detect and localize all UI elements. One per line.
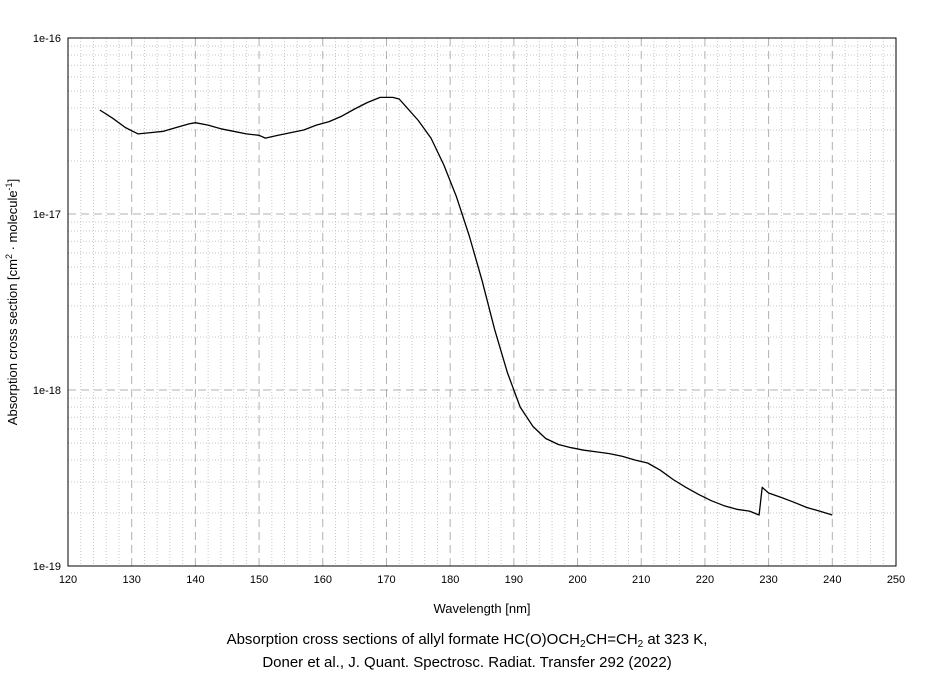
y-axis-title-middle: · molecule	[5, 190, 20, 254]
x-tick-label: 140	[186, 574, 204, 586]
x-tick-label: 150	[250, 574, 268, 586]
x-tick-label: 210	[632, 574, 650, 586]
y-tick-label: 1e-17	[33, 209, 61, 221]
series-line	[99, 96, 833, 516]
y-axis-ticks: 1e-19 1e-18 1e-17 1e-16	[33, 33, 61, 573]
x-tick-label: 190	[505, 574, 523, 586]
caption-line-2: Doner et al., J. Quant. Spectrosc. Radia…	[262, 654, 672, 671]
x-tick-label: 200	[568, 574, 586, 586]
x-tick-label: 160	[314, 574, 332, 586]
y-axis-title-sup2: -1	[4, 182, 14, 190]
x-axis-title: Wavelength [nm]	[433, 601, 530, 616]
caption-subscript-1: 2	[580, 639, 586, 650]
caption-line-1-mid: CH=CH	[585, 631, 638, 648]
y-axis-title-sup1: 2	[4, 254, 14, 259]
plot-background	[68, 38, 896, 566]
y-tick-label: 1e-18	[33, 385, 61, 397]
y-axis-title-prefix: Absorption cross section [cm	[5, 259, 20, 425]
caption-line-1: Absorption cross sections of allyl forma…	[0, 631, 934, 650]
x-tick-label: 170	[377, 574, 395, 586]
minor-grid	[68, 38, 896, 566]
caption-line-1-prefix: Absorption cross sections of allyl forma…	[226, 631, 580, 648]
x-tick-label: 130	[123, 574, 141, 586]
x-tick-label: 250	[887, 574, 905, 586]
y-axis-title-suffix: ]	[5, 179, 20, 183]
x-tick-label: 220	[696, 574, 714, 586]
x-tick-label: 120	[59, 574, 77, 586]
y-tick-label: 1e-16	[33, 33, 61, 45]
caption-subscript-2: 2	[637, 639, 644, 650]
y-axis-title: Absorption cross section [cm2 · molecule…	[4, 179, 20, 425]
x-axis-ticks: 120 130 140 150 160 170 180 190 200 210 220 230 240 2…	[59, 574, 905, 586]
major-grid	[68, 38, 896, 566]
caption-line-1-suffix: at 323 K,	[643, 631, 708, 648]
x-tick-label: 180	[441, 574, 459, 586]
plot-frame	[67, 37, 897, 567]
y-tick-label: 1e-19	[33, 561, 61, 573]
x-tick-label: 230	[759, 574, 777, 586]
x-tick-label: 240	[823, 574, 841, 586]
series-layer	[99, 96, 833, 516]
